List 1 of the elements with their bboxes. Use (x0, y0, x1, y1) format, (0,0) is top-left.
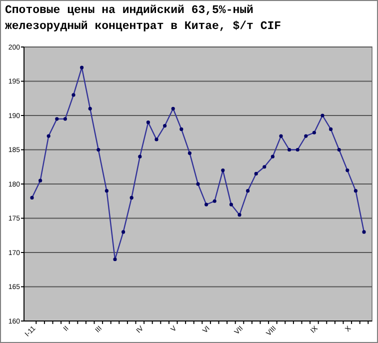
chart-title: Спотовые цены на индийский 63,5%-ный железорудный концентрат в Китае, $/т CIF (5, 4, 282, 33)
